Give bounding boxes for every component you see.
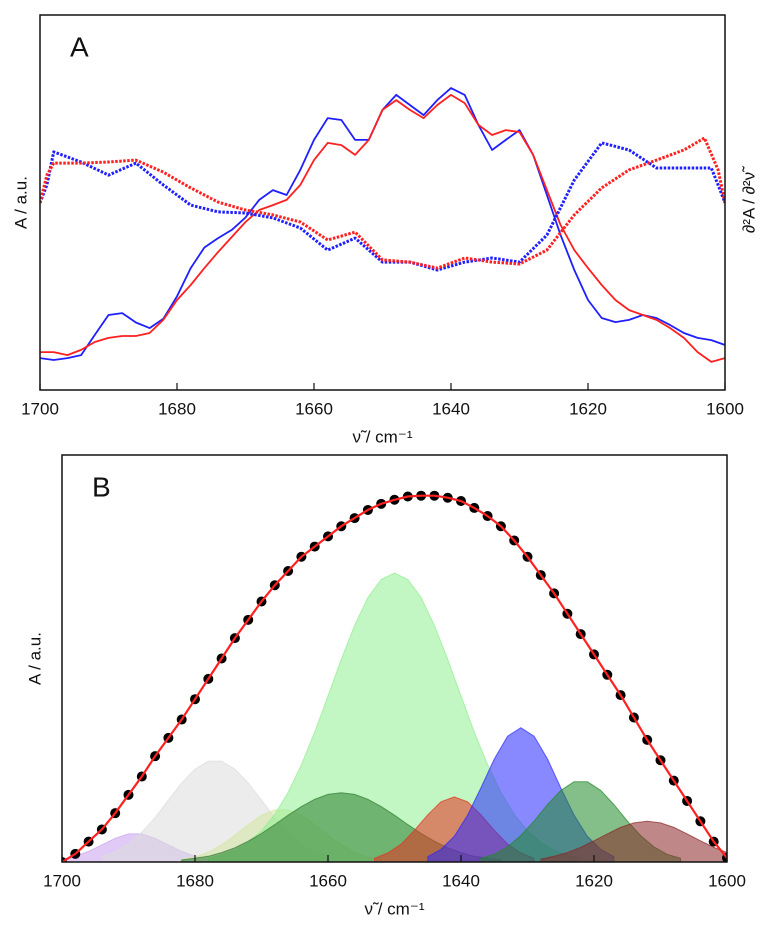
x-tick-label: 1660 xyxy=(309,871,347,890)
x-tick-label: 1640 xyxy=(432,399,470,418)
y2-axis-label: ∂²A / ∂²ν̃ xyxy=(739,166,758,233)
plot-area xyxy=(62,490,727,862)
x-tick-label: 1660 xyxy=(295,399,333,418)
plot-frame xyxy=(39,14,726,391)
x-axis-label: ν̃ / cm⁻¹ xyxy=(365,899,425,918)
x-axis-label: ν̃ / cm⁻¹ xyxy=(353,427,413,446)
x-tick-label: 1700 xyxy=(21,399,59,418)
line xyxy=(40,87,725,361)
y-axis-label: A / a.u. xyxy=(11,176,30,229)
panel-label: A xyxy=(70,31,89,62)
plot-area xyxy=(40,87,725,363)
x-tick-label: 1680 xyxy=(158,399,196,418)
line xyxy=(40,94,725,363)
x-tick-label: 1600 xyxy=(706,399,744,418)
x-tick-label: 1620 xyxy=(575,871,613,890)
component-band xyxy=(540,820,727,862)
dotted-line xyxy=(40,141,725,272)
x-tick-label: 1700 xyxy=(43,871,81,890)
x-tick-label: 1620 xyxy=(569,399,607,418)
plot-frame xyxy=(61,454,728,863)
panel-label: B xyxy=(92,471,111,502)
fit-line xyxy=(62,494,727,862)
x-tick-label: 1680 xyxy=(176,871,214,890)
x-tick-label: 1600 xyxy=(708,871,746,890)
x-tick-label: 1640 xyxy=(442,871,480,890)
panel: 1700 1680 1660 1640 1620 1600 ν̃ / cm⁻¹ A / a.u… xyxy=(25,454,746,918)
panel: 1700 1680 1660 1640 1620 1600 ν̃ / cm⁻¹ A / a.u… xyxy=(11,14,758,446)
y-axis-label: A / a.u. xyxy=(25,632,44,685)
dotted-line xyxy=(40,136,725,270)
